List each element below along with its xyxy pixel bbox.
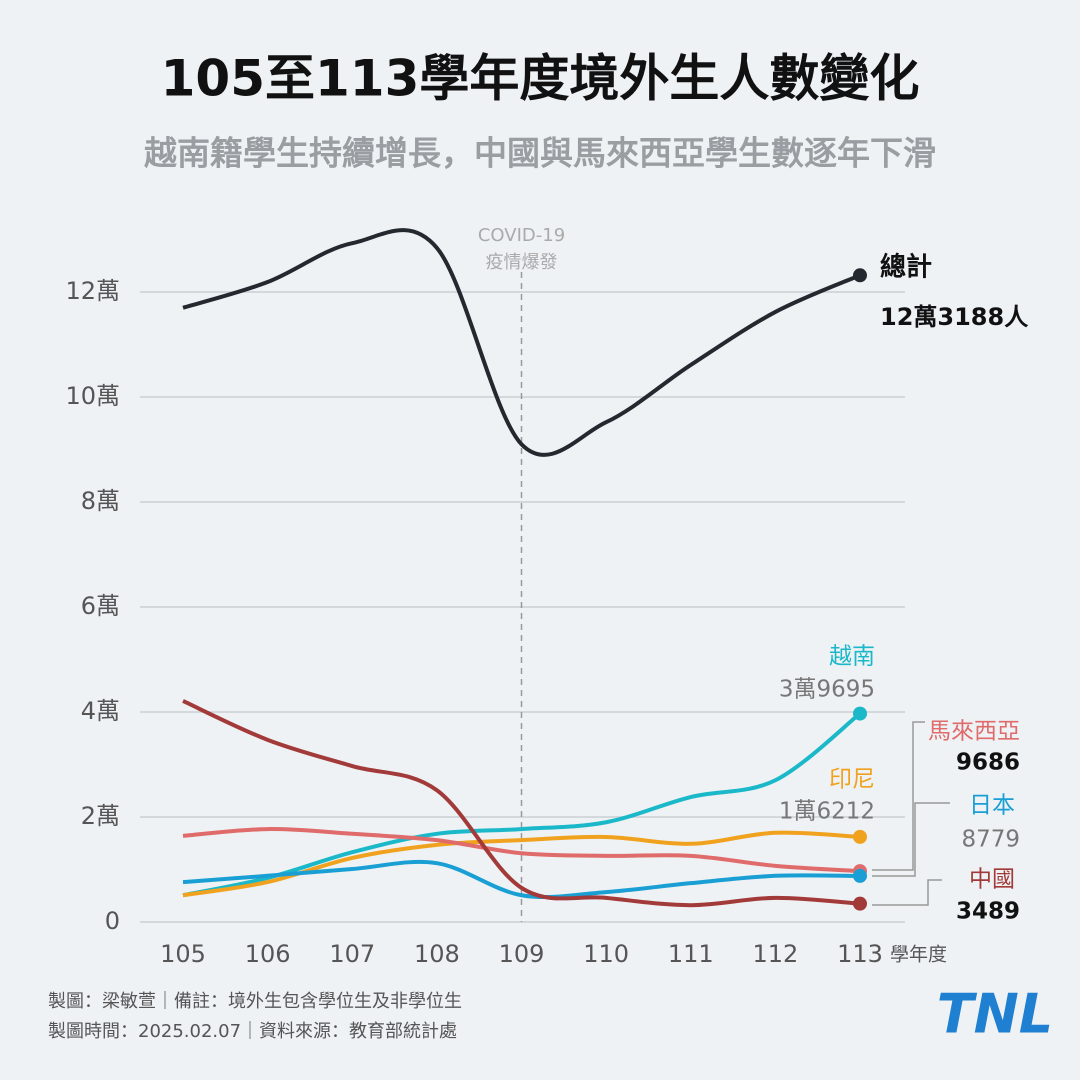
- value-label: 12萬3188人: [880, 303, 1028, 331]
- value-label: 9686: [956, 750, 1020, 776]
- label-connector: [872, 721, 925, 871]
- x-axis-label: 學年度: [890, 944, 947, 966]
- series-line: [182, 699, 861, 908]
- series-name: 印尼: [829, 767, 875, 793]
- end-point: [853, 868, 867, 883]
- x-tick-label: 111: [668, 940, 714, 968]
- y-tick-label: 6萬: [81, 592, 120, 620]
- y-tick-label: 12萬: [65, 277, 120, 305]
- x-tick-label: 110: [583, 940, 629, 968]
- series-name: 中國: [969, 867, 1015, 893]
- x-tick-label: 105: [160, 940, 206, 968]
- value-label: 3萬9695: [779, 677, 875, 703]
- x-tick-label: 108: [414, 940, 460, 968]
- chart-subtitle: 越南籍學生持續增長，中國與馬來西亞學生數逐年下滑: [144, 134, 936, 173]
- x-tick-label: 112: [752, 940, 798, 968]
- series-line: [182, 712, 862, 898]
- y-tick-label: 10萬: [65, 382, 120, 410]
- chart-title: 105至113學年度境外生人數變化: [161, 50, 920, 108]
- value-label: 8779: [961, 827, 1020, 853]
- series-line: [182, 827, 861, 874]
- y-tick-label: 2萬: [81, 802, 120, 830]
- value-label: 3489: [956, 899, 1020, 925]
- series-line: [182, 228, 861, 457]
- x-tick-label: 106: [245, 940, 291, 968]
- y-tick-label: 8萬: [81, 487, 120, 515]
- series-name: 總計: [880, 252, 932, 283]
- value-label: 1萬6212: [779, 799, 875, 825]
- end-point: [853, 896, 867, 911]
- annotation-text: 疫情爆發: [486, 252, 558, 273]
- series-name: 越南: [829, 644, 875, 670]
- logo: TNL: [937, 983, 1053, 1046]
- series-line: [182, 859, 861, 900]
- end-point: [853, 268, 867, 283]
- series-name: 馬來西亞: [928, 719, 1020, 745]
- label-connector: [872, 879, 942, 906]
- y-tick-label: 0: [105, 907, 120, 935]
- x-tick-label: 113: [837, 940, 883, 968]
- x-tick-label: 107: [329, 940, 375, 968]
- annotation-text: COVID-19: [478, 225, 565, 246]
- y-tick-label: 4萬: [81, 697, 120, 725]
- series-name: 日本: [969, 793, 1015, 819]
- end-point: [853, 706, 867, 721]
- footer-note: 製圖：梁敏萱｜備註：境外生包含學位生及非學位生: [48, 991, 462, 1012]
- label-connector: [872, 802, 950, 877]
- x-tick-label: 109: [499, 940, 545, 968]
- footer-note: 製圖時間：2025.02.07｜資料來源：教育部統計處: [48, 1021, 457, 1042]
- end-point: [853, 829, 867, 844]
